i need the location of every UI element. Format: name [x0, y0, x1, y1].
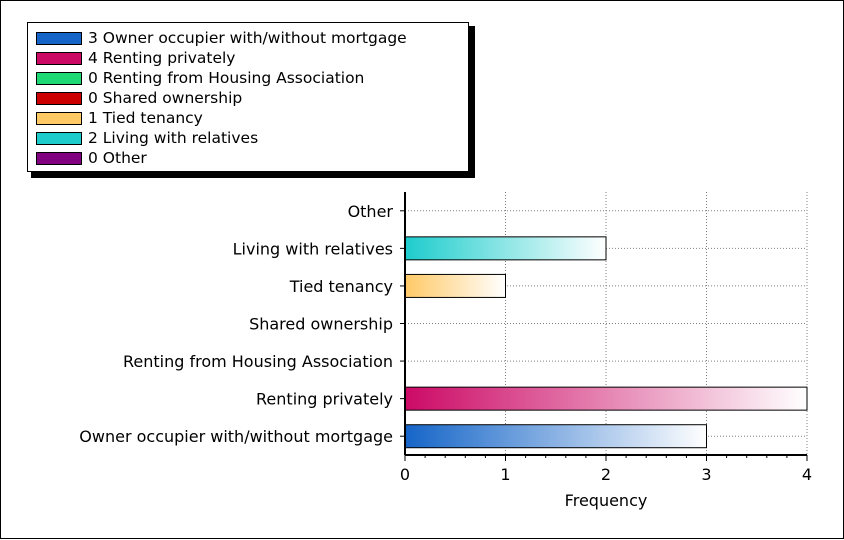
- x-axis-title: Frequency: [565, 491, 648, 510]
- bar-4: [404, 273, 506, 298]
- y-tick-label-1: Renting privately: [256, 390, 393, 409]
- y-tick-label-3: Shared ownership: [249, 315, 393, 334]
- legend-swatch-other: [36, 151, 82, 165]
- legend-label-renting-privately: 4 Renting privately: [88, 49, 236, 67]
- legend-item-tied-tenancy: 1 Tied tenancy: [36, 108, 203, 128]
- legend-swatch-housing-association: [36, 71, 82, 85]
- bar-0: [404, 424, 707, 449]
- y-tick-label-4: Tied tenancy: [289, 277, 393, 296]
- bar-1: [404, 386, 808, 411]
- legend-label-tied-tenancy: 1 Tied tenancy: [88, 109, 203, 127]
- x-tick-label-4: 4: [802, 465, 812, 484]
- y-tick-label-5: Living with relatives: [233, 239, 393, 258]
- legend-label-housing-association: 0 Renting from Housing Association: [88, 69, 365, 87]
- legend-label-other: 0 Other: [88, 149, 147, 167]
- x-tick-label-0: 0: [400, 465, 410, 484]
- legend-swatch-tied-tenancy: [36, 111, 82, 125]
- legend-item-owner-occupier: 3 Owner occupier with/without mortgage: [36, 28, 407, 48]
- legend-swatch-owner-occupier: [36, 31, 82, 45]
- axes: 0 1 2 3 4 Owner occupier with/without mortgag…: [79, 192, 812, 484]
- bar-5: [404, 236, 607, 261]
- legend-item-housing-association: 0 Renting from Housing Association: [36, 68, 364, 88]
- y-tick-label-2: Renting from Housing Association: [123, 352, 393, 371]
- legend: 3 Owner occupier with/without mortgage 4…: [27, 22, 469, 172]
- legend-item-other: 0 Other: [36, 148, 147, 168]
- legend-label-living-with-relatives: 2 Living with relatives: [88, 129, 259, 147]
- legend-swatch-living-with-relatives: [36, 131, 82, 145]
- x-tick-label-1: 1: [500, 465, 510, 484]
- legend-label-shared-ownership: 0 Shared ownership: [88, 89, 243, 107]
- legend-item-renting-privately: 4 Renting privately: [36, 48, 235, 68]
- legend-label-owner-occupier: 3 Owner occupier with/without mortgage: [88, 29, 407, 47]
- legend-item-shared-ownership: 0 Shared ownership: [36, 88, 242, 108]
- x-tick-label-3: 3: [701, 465, 711, 484]
- legend-swatch-shared-ownership: [36, 91, 82, 105]
- y-tick-label-6: Other: [348, 202, 394, 221]
- y-tick-label-0: Owner occupier with/without mortgage: [79, 427, 393, 446]
- legend-item-living-with-relatives: 2 Living with relatives: [36, 128, 258, 148]
- x-tick-label-2: 2: [601, 465, 611, 484]
- bars: [404, 201, 808, 449]
- legend-swatch-renting-privately: [36, 51, 82, 65]
- gridlines: [405, 192, 808, 455]
